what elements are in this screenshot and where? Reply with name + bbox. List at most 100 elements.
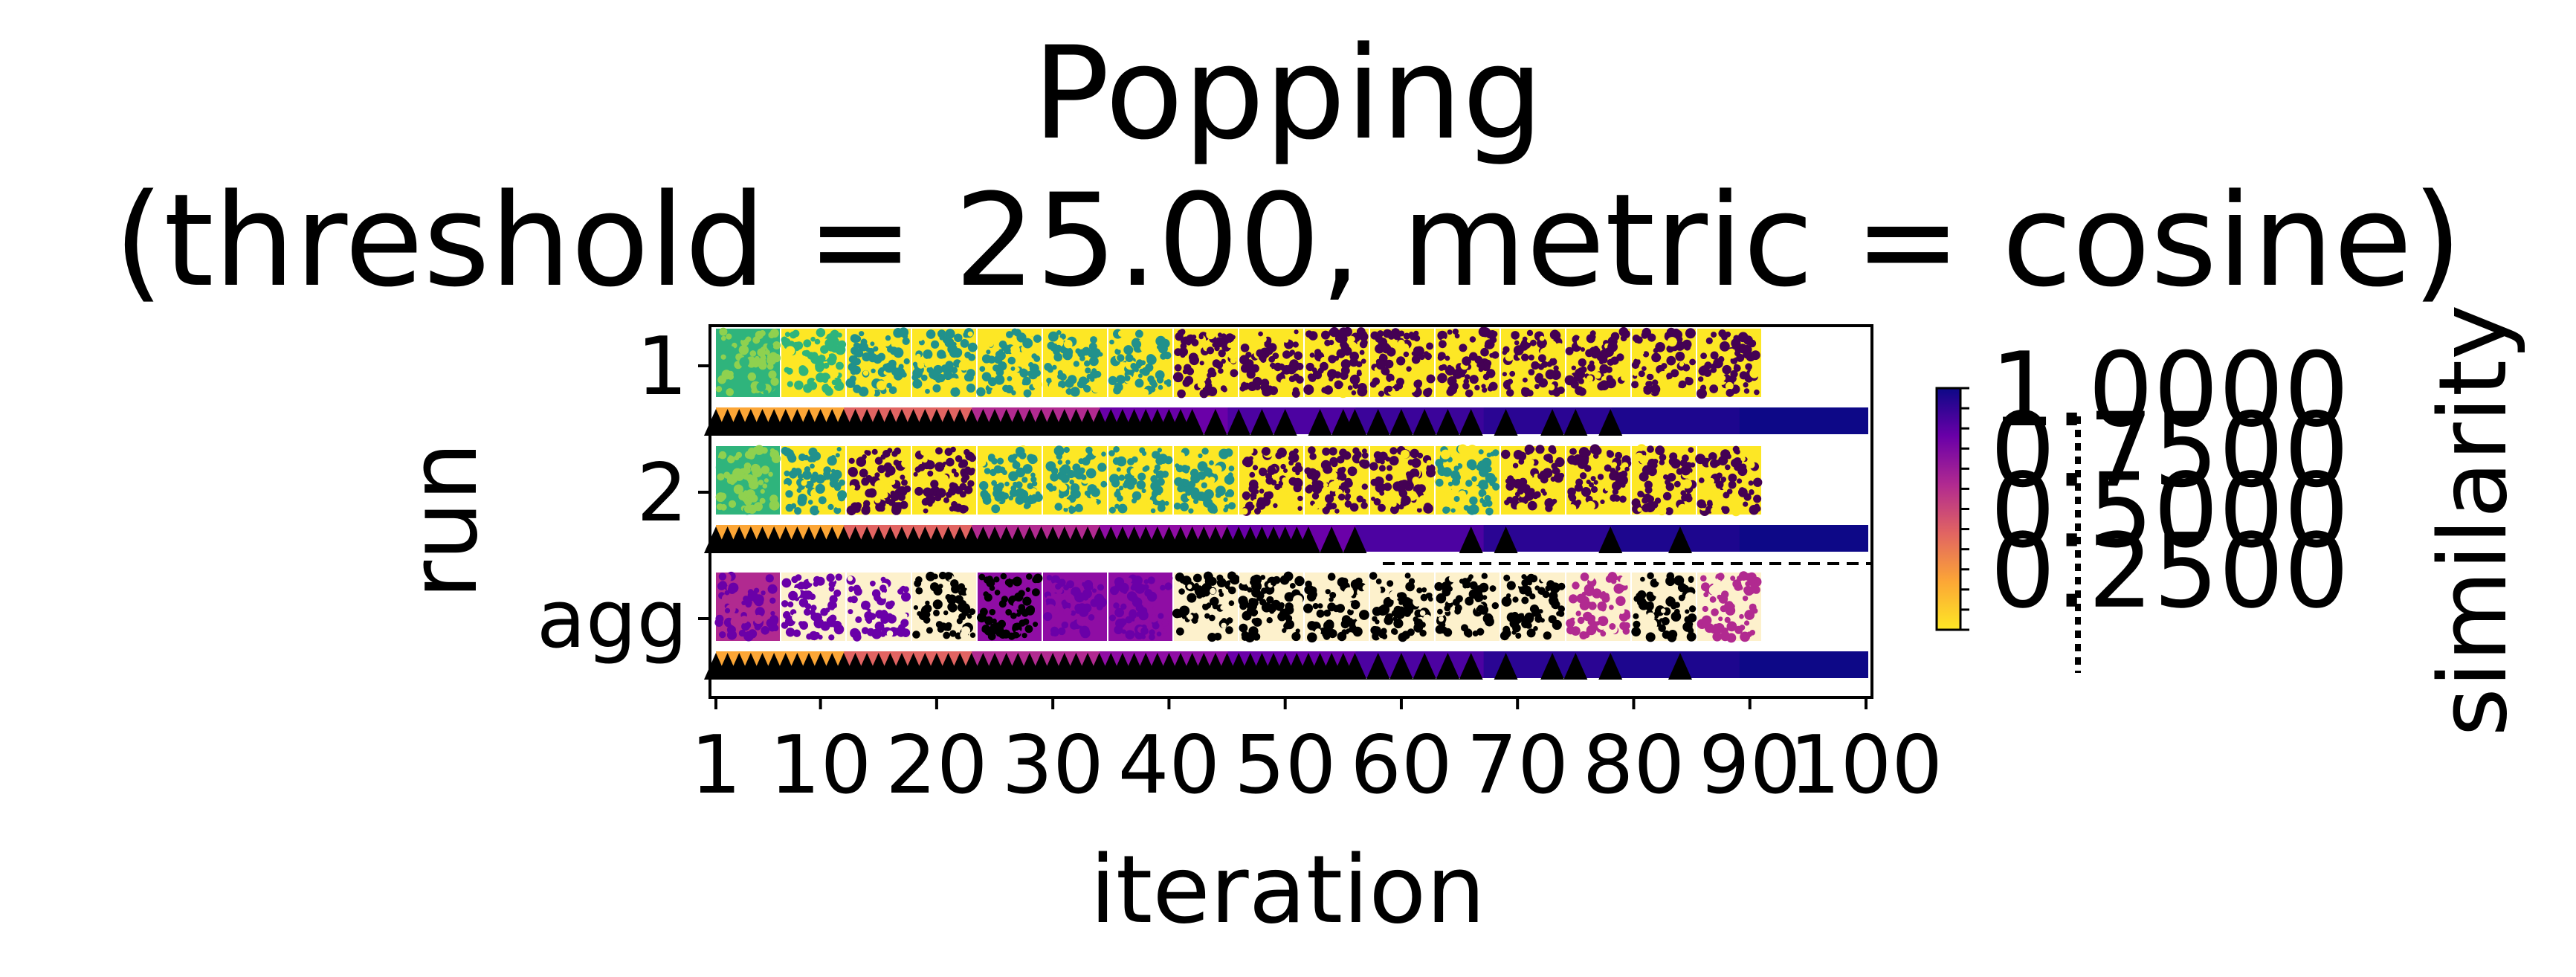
tile-dot	[850, 485, 856, 491]
tile-dot	[816, 328, 826, 338]
tile-dot	[984, 593, 992, 602]
tile-dot	[998, 341, 1007, 349]
tile-dot	[1141, 367, 1150, 376]
tile-dot	[1269, 362, 1276, 370]
tile-dot	[1491, 633, 1498, 639]
tile-dot	[1126, 481, 1135, 490]
tile-dot	[743, 596, 749, 602]
tile-dot	[1482, 387, 1488, 393]
row-1	[704, 326, 1868, 436]
tile-dot	[1685, 492, 1692, 500]
tile-dot	[1549, 596, 1559, 607]
tile-dot	[871, 368, 876, 373]
tile-dot	[1161, 360, 1172, 371]
tile-dot	[1197, 471, 1207, 480]
tile-dot	[871, 448, 878, 455]
tile-dot	[924, 358, 934, 368]
tile-dot	[1387, 613, 1393, 619]
tile	[781, 446, 848, 516]
tile-dot	[1282, 350, 1291, 359]
tile-dot	[890, 491, 900, 501]
event-marker	[1436, 653, 1460, 680]
tile-dot	[803, 349, 810, 357]
tile-dot	[1454, 604, 1462, 612]
tile-dot	[1230, 335, 1236, 340]
tile-dot	[1708, 452, 1717, 461]
tile-dot	[1436, 593, 1447, 604]
tile-dot	[1010, 366, 1016, 371]
tile-dot	[955, 455, 963, 462]
tile-dot	[1644, 486, 1653, 494]
tile-dot	[893, 347, 904, 358]
tile-dot	[981, 492, 991, 502]
chart-title: Popping	[1032, 19, 1544, 168]
tile-dot	[721, 335, 726, 341]
tile-dot	[814, 338, 821, 345]
tile-dot	[1728, 473, 1737, 483]
colorbar-label: similarity	[2418, 304, 2528, 736]
tile-dot	[1070, 488, 1080, 498]
tile-dot	[1321, 387, 1328, 393]
tile-dot	[1174, 477, 1184, 487]
tile-dot	[1647, 602, 1654, 609]
tile-dot	[1682, 584, 1689, 593]
tile-dot	[804, 608, 811, 616]
tile-dot	[1285, 614, 1293, 622]
tile-dot	[815, 363, 824, 373]
tile-dot	[785, 503, 794, 512]
tile-dot	[798, 366, 809, 376]
event-marker	[1343, 526, 1367, 553]
tile-dot	[1096, 499, 1101, 505]
tile-dot	[1279, 575, 1290, 585]
tile-dot	[1540, 573, 1551, 584]
tile	[1501, 329, 1565, 397]
tile	[715, 445, 781, 515]
tile-dot	[1283, 386, 1292, 395]
tile-dot	[810, 463, 815, 469]
tile-dot	[1732, 445, 1740, 453]
tile-dot	[726, 388, 734, 396]
tile-dot	[1416, 587, 1423, 594]
tile-dot	[1548, 384, 1555, 391]
tile-dot	[1114, 348, 1121, 355]
tile-dot	[760, 488, 765, 494]
tile-dot	[1670, 603, 1677, 610]
event-marker	[1494, 653, 1518, 680]
tile-dot	[1593, 446, 1602, 456]
tile-dot	[1337, 577, 1347, 587]
tile-dot	[884, 483, 892, 491]
tile-dot	[1732, 579, 1742, 589]
tile-dot	[1358, 391, 1363, 396]
tile-dot	[1054, 503, 1063, 511]
tile-dot	[1282, 477, 1288, 483]
tile-dot	[1226, 489, 1235, 497]
tile-dot	[1239, 385, 1246, 392]
tile-dot	[911, 373, 919, 381]
tile-dot	[1285, 494, 1294, 504]
tile-dot	[984, 355, 990, 361]
tile-dot	[943, 370, 953, 381]
tile-dot	[1175, 465, 1184, 473]
tile-dot	[1526, 338, 1531, 344]
tile-dot	[1740, 457, 1746, 462]
tile-dot	[1687, 628, 1694, 634]
tile-dot	[1259, 335, 1267, 343]
tile-dot	[1355, 577, 1363, 585]
tile-dot	[1130, 468, 1139, 476]
tile-dot	[1742, 596, 1749, 602]
tile-dot	[979, 481, 989, 491]
tile-dot	[1292, 387, 1300, 394]
tile-dot	[1220, 604, 1226, 610]
tile-dot	[1100, 381, 1106, 387]
tile-dot	[1688, 577, 1694, 583]
tile-dot	[1000, 573, 1007, 580]
tile-dot	[1752, 585, 1760, 594]
tile-dot	[1215, 361, 1224, 370]
tile-dot	[1638, 370, 1645, 378]
tile-dot	[1486, 369, 1496, 378]
tile-dot	[781, 600, 789, 607]
tile-dot	[1584, 586, 1595, 596]
tile-dot	[1261, 602, 1272, 613]
tile-dot	[1063, 607, 1072, 616]
tile-dot	[1726, 488, 1733, 494]
